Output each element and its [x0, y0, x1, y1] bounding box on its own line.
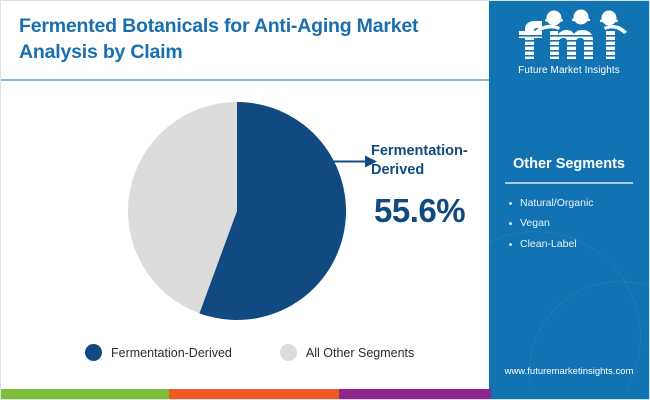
- pie-chart: [128, 102, 346, 320]
- pie-chart-svg: [128, 102, 346, 320]
- list-item: Natural/Organic: [509, 193, 644, 213]
- chart-legend: Fermentation-Derived All Other Segments: [85, 344, 414, 361]
- bullet-icon: [509, 222, 512, 226]
- bar-segment-blue: [491, 389, 649, 399]
- callout-label: Fermentation-Derived: [371, 143, 468, 178]
- fmi-logo-icon: [516, 9, 630, 59]
- pie-slice-all-other-segments: [128, 102, 237, 314]
- list-item-label: Clean-Label: [520, 237, 577, 250]
- pie-slice-fermentation-derived: [199, 102, 346, 320]
- list-item-label: Natural/Organic: [520, 197, 594, 209]
- list-item-label: Vegan: [520, 217, 550, 230]
- legend-swatch-icon: [279, 344, 297, 361]
- legend-swatch-icon: [85, 344, 102, 361]
- chart-area: Fermented Botanicals for Anti-Aging Mark…: [1, 1, 491, 391]
- title-divider: [1, 79, 491, 81]
- list-item: Clean-Label: [509, 234, 644, 254]
- bar-segment-orange: [169, 389, 339, 399]
- bar-segment-purple: [339, 389, 491, 399]
- other-segments-divider: [505, 182, 633, 184]
- callout-value: 55.6%: [374, 192, 466, 229]
- bottom-color-bar: [1, 389, 649, 399]
- fmi-logo-tagline: Future Market Insights: [518, 65, 620, 76]
- other-segments-heading: Other Segments: [513, 156, 625, 172]
- list-item: Vegan: [509, 213, 644, 233]
- bullet-icon: [509, 202, 512, 205]
- fmi-logo: Future Market Insights: [489, 9, 649, 76]
- legend-item-all-other-segments: All Other Segments: [279, 344, 415, 361]
- callout-arrow-icon: [321, 155, 377, 168]
- legend-label: All Other Segments: [305, 345, 415, 360]
- brand-panel: Future Market Insights Other Segments Na…: [489, 1, 649, 391]
- page-title: Fermented Botanicals for Anti-Aging Mark…: [19, 15, 419, 64]
- bullet-icon: [509, 242, 512, 246]
- legend-label: Fermentation-Derived: [111, 345, 232, 360]
- other-segments-list: Natural/Organic Vegan Clean-Label: [509, 193, 644, 254]
- website-url[interactable]: www.futuremarketinsights.com: [504, 366, 634, 377]
- legend-item-fermentation-derived: Fermentation-Derived: [85, 344, 232, 361]
- bar-segment-green: [1, 389, 169, 399]
